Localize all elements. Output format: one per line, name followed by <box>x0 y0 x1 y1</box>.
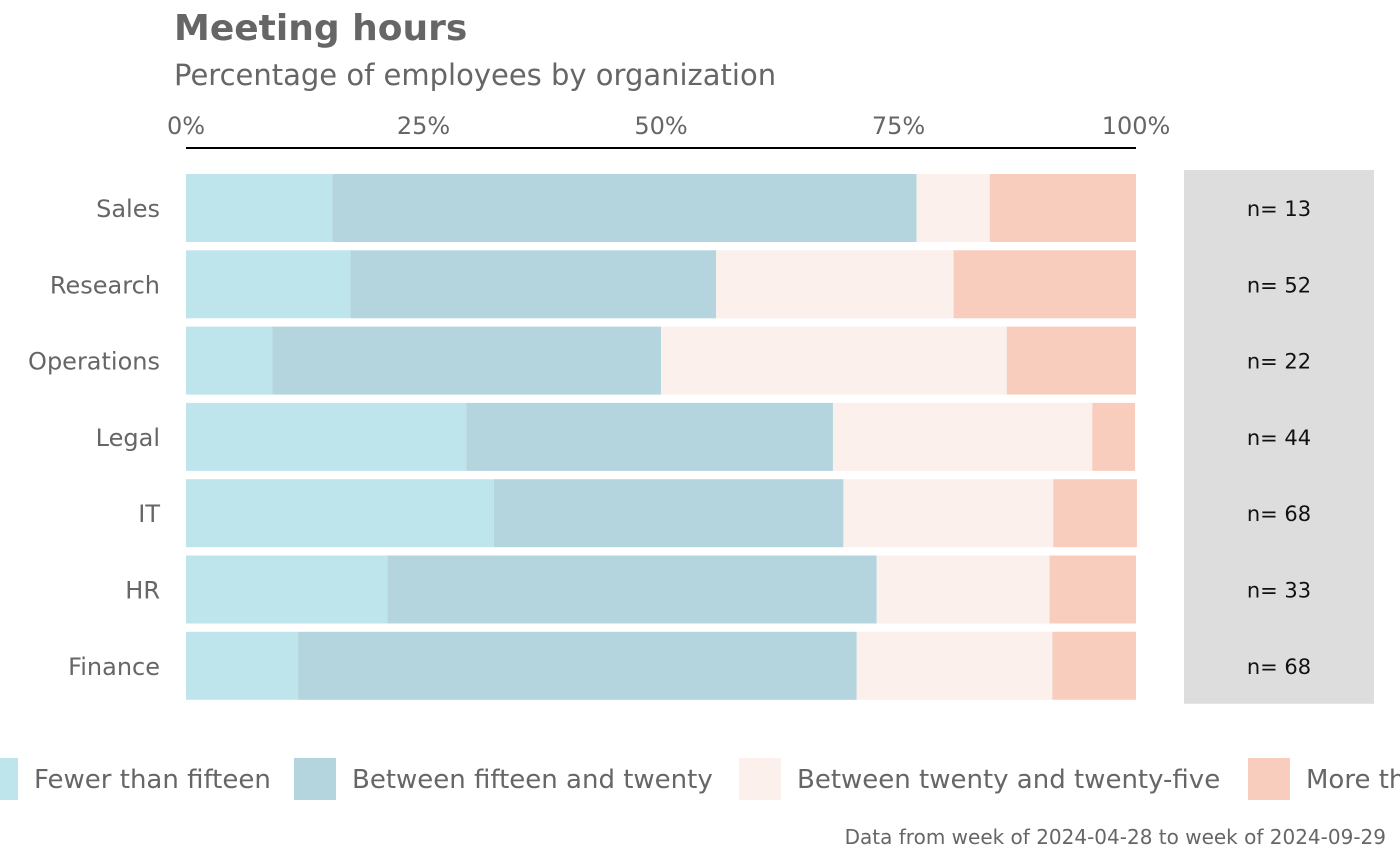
bar-segment <box>916 174 990 242</box>
bar-segment <box>876 555 1050 624</box>
n-label: n= 52 <box>1247 273 1311 297</box>
category-label: Legal <box>96 424 160 452</box>
chart-title: Meeting hours <box>174 8 468 49</box>
legend-key <box>739 758 781 800</box>
bar-segment <box>186 555 388 624</box>
legend: Fewer than fifteen Between fifteen and tw… <box>0 758 1400 800</box>
bar-segment <box>186 250 351 319</box>
legend-label: More than twenty-five <box>1306 765 1400 795</box>
bar-segment <box>832 402 1093 471</box>
bar-segment <box>186 402 467 471</box>
n-label: n= 68 <box>1247 655 1311 679</box>
legend-label: Fewer than fifteen <box>34 765 271 795</box>
bar-segment <box>1049 555 1136 624</box>
x-tick-label: 0% <box>167 112 205 140</box>
bar-segment <box>298 631 857 700</box>
legend-label: Between fifteen and twenty <box>352 765 713 795</box>
bar-segment <box>186 174 333 242</box>
bar-segment <box>843 479 1054 548</box>
bar-segment <box>466 402 833 471</box>
legend-label: Between twenty and twenty-five <box>797 765 1220 795</box>
bar-segment <box>953 250 1136 319</box>
n-label: n= 68 <box>1247 502 1311 526</box>
n-label: n= 44 <box>1247 426 1311 450</box>
bar-segment <box>350 250 717 319</box>
bar-segment <box>989 174 1136 242</box>
bar-segment <box>332 174 917 242</box>
bar-segment <box>186 631 299 700</box>
x-tick-label: 50% <box>634 112 687 140</box>
category-label: Operations <box>28 348 160 376</box>
bar-segment <box>387 555 877 624</box>
bar-segment <box>1053 479 1137 548</box>
bar-segment <box>186 326 273 395</box>
bar-segment <box>186 479 494 548</box>
bar-segment <box>272 326 661 395</box>
category-label: HR <box>125 577 160 605</box>
category-label: Finance <box>68 653 160 681</box>
bar-segment <box>493 479 844 548</box>
category-label: Research <box>50 271 160 299</box>
category-label: Sales <box>96 195 160 223</box>
bar-segment <box>661 326 1007 395</box>
category-label: IT <box>138 500 160 528</box>
bar-segment <box>1052 631 1136 700</box>
n-panel <box>1184 170 1374 704</box>
bar-segment <box>716 250 954 319</box>
x-tick-label: 75% <box>872 112 925 140</box>
legend-key <box>0 758 18 800</box>
bar-segment <box>1092 402 1136 471</box>
x-tick-label: 25% <box>397 112 450 140</box>
n-label: n= 13 <box>1247 197 1311 221</box>
bar-segment <box>1006 326 1136 395</box>
n-label: n= 22 <box>1247 350 1311 374</box>
legend-key <box>294 758 336 800</box>
chart-subtitle: Percentage of employees by organization <box>174 58 777 92</box>
chart-caption: Data from week of 2024-04-28 to week of … <box>844 825 1386 849</box>
bar-segment <box>856 631 1053 700</box>
legend-key <box>1248 758 1290 800</box>
x-tick-label: 100% <box>1102 112 1171 140</box>
n-label: n= 33 <box>1247 579 1311 603</box>
